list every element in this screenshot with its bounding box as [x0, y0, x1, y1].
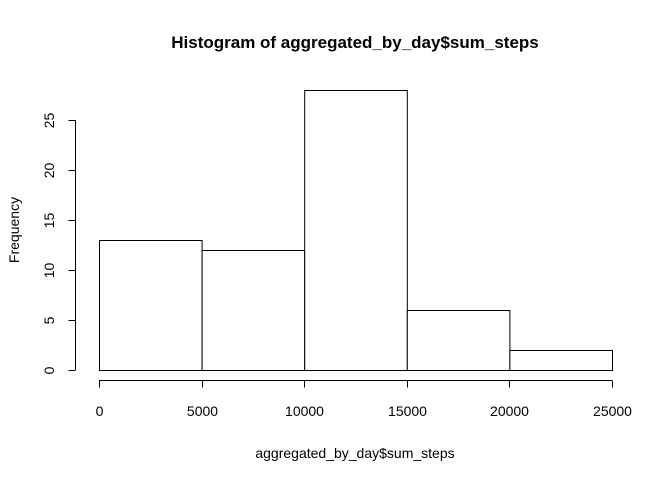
y-tick-label: 0 — [41, 366, 57, 374]
y-axis: 0 5 10 15 20 25 — [41, 113, 76, 374]
histogram-bar-1 — [201, 250, 306, 371]
x-axis-label: aggregated_by_day$sum_steps — [255, 445, 454, 461]
x-tick-label: 20000 — [490, 403, 529, 419]
x-tick-label: 10000 — [285, 403, 324, 419]
x-tick-label: 15000 — [388, 403, 427, 419]
chart-title: Histogram of aggregated_by_day$sum_steps — [171, 33, 539, 52]
x-tick-label: 25000 — [593, 403, 632, 419]
histogram-bar-3 — [406, 310, 511, 371]
histogram-bar-2 — [304, 90, 408, 371]
y-tick-label: 5 — [41, 316, 57, 324]
x-tick-label: 0 — [96, 403, 104, 419]
histogram-bar-4 — [509, 350, 613, 371]
x-axis: 0 5000 10000 15000 20000 25000 — [96, 380, 632, 419]
histogram-bar-0 — [99, 240, 203, 371]
y-tick-label: 20 — [41, 163, 57, 179]
y-tick-label: 15 — [41, 213, 57, 229]
y-tick-label: 10 — [41, 263, 57, 279]
y-tick-label: 25 — [41, 113, 57, 129]
x-tick-label: 5000 — [187, 403, 218, 419]
bars-group — [99, 90, 613, 371]
y-axis-label: Frequency — [6, 197, 22, 263]
